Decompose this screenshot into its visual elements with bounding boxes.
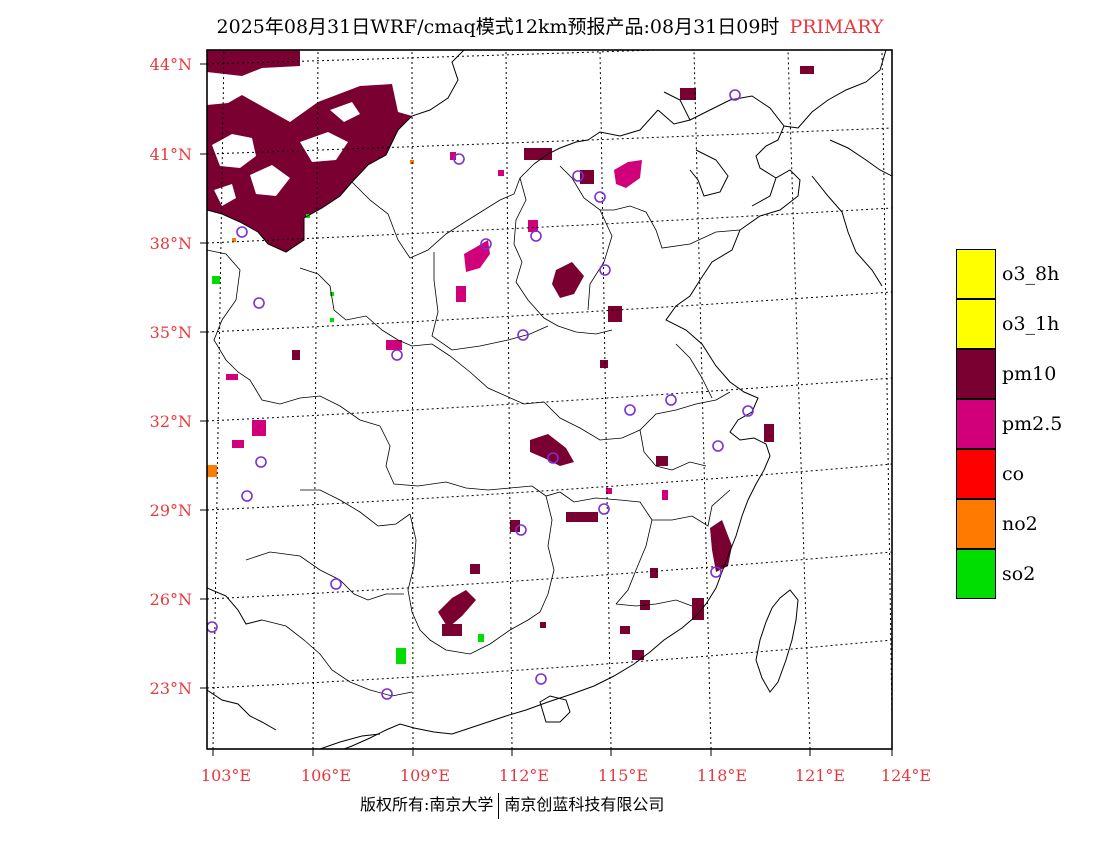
legend-swatch <box>956 399 996 449</box>
graticule <box>207 50 892 749</box>
axis-ticks <box>200 63 893 756</box>
legend-swatch <box>956 299 996 349</box>
map-title: 2025年08月31日WRF/cmaq模式12km预报产品:08月31日09时 P… <box>0 12 1100 39</box>
title-main: 2025年08月31日WRF/cmaq模式12km预报产品:08月31日09时 <box>216 16 780 38</box>
legend-swatch <box>956 249 996 299</box>
lat-label-23n: 23°N <box>150 679 192 698</box>
lat-label-35n: 35°N <box>150 323 192 342</box>
legend-label: pm10 <box>1002 363 1057 385</box>
lon-label-106e: 106°E <box>301 766 351 785</box>
lon-label-103e: 103°E <box>201 766 251 785</box>
lat-label-44n: 44°N <box>150 55 192 74</box>
legend-swatch <box>956 349 996 399</box>
legend-label: so2 <box>1002 563 1036 585</box>
lat-label-41n: 41°N <box>150 145 192 164</box>
map-frame <box>206 49 893 750</box>
lon-label-118e: 118°E <box>697 766 747 785</box>
legend-label: o3_1h <box>1002 313 1060 335</box>
legend-label: o3_8h <box>1002 263 1060 285</box>
legend-swatch <box>956 499 996 549</box>
lon-label-121e: 121°E <box>795 766 845 785</box>
lon-label-124e: 124°E <box>881 766 931 785</box>
no2-patches <box>207 160 414 477</box>
legend-label: co <box>1002 463 1025 485</box>
legend-label: pm2.5 <box>1002 413 1063 435</box>
lat-label-38n: 38°N <box>150 234 192 253</box>
lon-label-115e: 115°E <box>598 766 648 785</box>
legend-swatch <box>956 449 996 499</box>
station-markers <box>207 89 754 700</box>
title-tag: PRIMARY <box>789 16 884 38</box>
lon-label-109e: 109°E <box>400 766 450 785</box>
footer-owner: 版权所有:南京大学 <box>360 795 494 814</box>
legend-swatch <box>956 549 996 599</box>
lat-label-29n: 29°N <box>150 501 192 520</box>
footer-divider <box>498 792 500 819</box>
copyright-footer: 版权所有:南京大学 南京创蓝科技有限公司 <box>360 791 664 819</box>
lat-label-32n: 32°N <box>150 412 192 431</box>
coastline-and-border <box>207 50 892 749</box>
lon-label-112e: 112°E <box>499 766 549 785</box>
legend-label: no2 <box>1002 513 1038 535</box>
lat-label-26n: 26°N <box>150 590 192 609</box>
footer-company: 南京创蓝科技有限公司 <box>504 795 665 814</box>
